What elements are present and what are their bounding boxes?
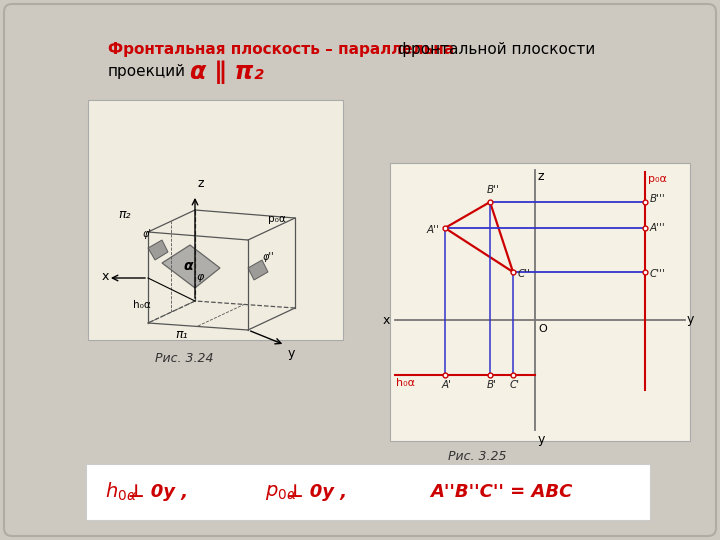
- Text: x: x: [102, 271, 109, 284]
- Text: y: y: [288, 347, 295, 360]
- Text: α: α: [183, 259, 192, 273]
- FancyBboxPatch shape: [88, 100, 343, 340]
- Text: p₀α: p₀α: [648, 174, 667, 184]
- Text: B''': B''': [650, 194, 666, 204]
- Text: h₀α: h₀α: [133, 300, 150, 310]
- Text: φ: φ: [196, 272, 203, 282]
- Text: B': B': [487, 380, 497, 390]
- Text: y: y: [687, 314, 694, 327]
- Text: π₁: π₁: [175, 328, 187, 341]
- Text: A''': A''': [650, 223, 666, 233]
- Text: O: O: [538, 324, 546, 334]
- Polygon shape: [148, 240, 168, 260]
- Text: ⊥ 0y ,: ⊥ 0y ,: [287, 483, 347, 501]
- Text: ⊥ 0y ,: ⊥ 0y ,: [128, 483, 188, 501]
- Text: z: z: [538, 170, 544, 183]
- Polygon shape: [162, 245, 220, 288]
- Text: $h_{0\alpha}$: $h_{0\alpha}$: [105, 481, 137, 503]
- FancyBboxPatch shape: [390, 163, 690, 441]
- Text: Рис. 3.24: Рис. 3.24: [155, 352, 214, 365]
- Text: C'': C'': [518, 269, 531, 279]
- Text: проекций: проекций: [108, 64, 186, 79]
- Text: h₀α: h₀α: [396, 378, 415, 388]
- Text: $p_{0\alpha}$: $p_{0\alpha}$: [265, 483, 297, 502]
- Text: C''': C''': [650, 269, 666, 279]
- Text: A''B''C'' = ABC: A''B''C'' = ABC: [430, 483, 572, 501]
- Polygon shape: [248, 260, 268, 280]
- Text: y: y: [538, 433, 545, 446]
- Text: φ'': φ'': [263, 252, 274, 262]
- Text: φ': φ': [143, 229, 152, 239]
- Text: B'': B'': [487, 185, 500, 195]
- Text: π₂: π₂: [118, 208, 130, 221]
- Text: Рис. 3.25: Рис. 3.25: [448, 450, 506, 463]
- Text: A'': A'': [427, 225, 440, 235]
- Text: A': A': [442, 380, 452, 390]
- FancyBboxPatch shape: [4, 4, 716, 536]
- Text: p₀α: p₀α: [268, 214, 286, 224]
- Text: фронтальной плоскости: фронтальной плоскости: [393, 42, 595, 57]
- Text: C': C': [510, 380, 520, 390]
- Text: x: x: [382, 314, 390, 327]
- Text: z: z: [197, 177, 204, 190]
- FancyBboxPatch shape: [86, 464, 650, 520]
- Text: Фронтальная плоскость – параллельна: Фронтальная плоскость – параллельна: [108, 42, 454, 57]
- Text: α ∥ π₂: α ∥ π₂: [190, 60, 264, 84]
